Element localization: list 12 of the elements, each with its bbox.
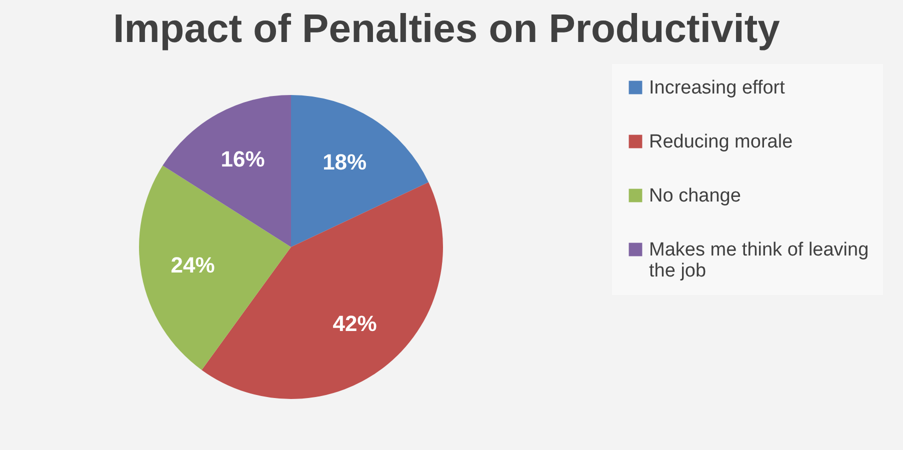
- legend-label: Increasing effort: [649, 78, 786, 98]
- legend-label: Reducing morale: [649, 132, 793, 152]
- legend-label: No change: [649, 186, 741, 206]
- data-label: 24%: [170, 252, 215, 278]
- data-label: 42%: [332, 311, 377, 336]
- data-label: 16%: [220, 146, 265, 172]
- data-label: 18%: [322, 150, 367, 175]
- pie-slice: [139, 166, 291, 370]
- chart-title: Impact of Penalties on Productivity: [113, 7, 781, 51]
- pie-slice: [162, 95, 291, 247]
- pie-slice: [291, 95, 429, 247]
- legend-label: Makes me think of leaving the job: [649, 240, 869, 282]
